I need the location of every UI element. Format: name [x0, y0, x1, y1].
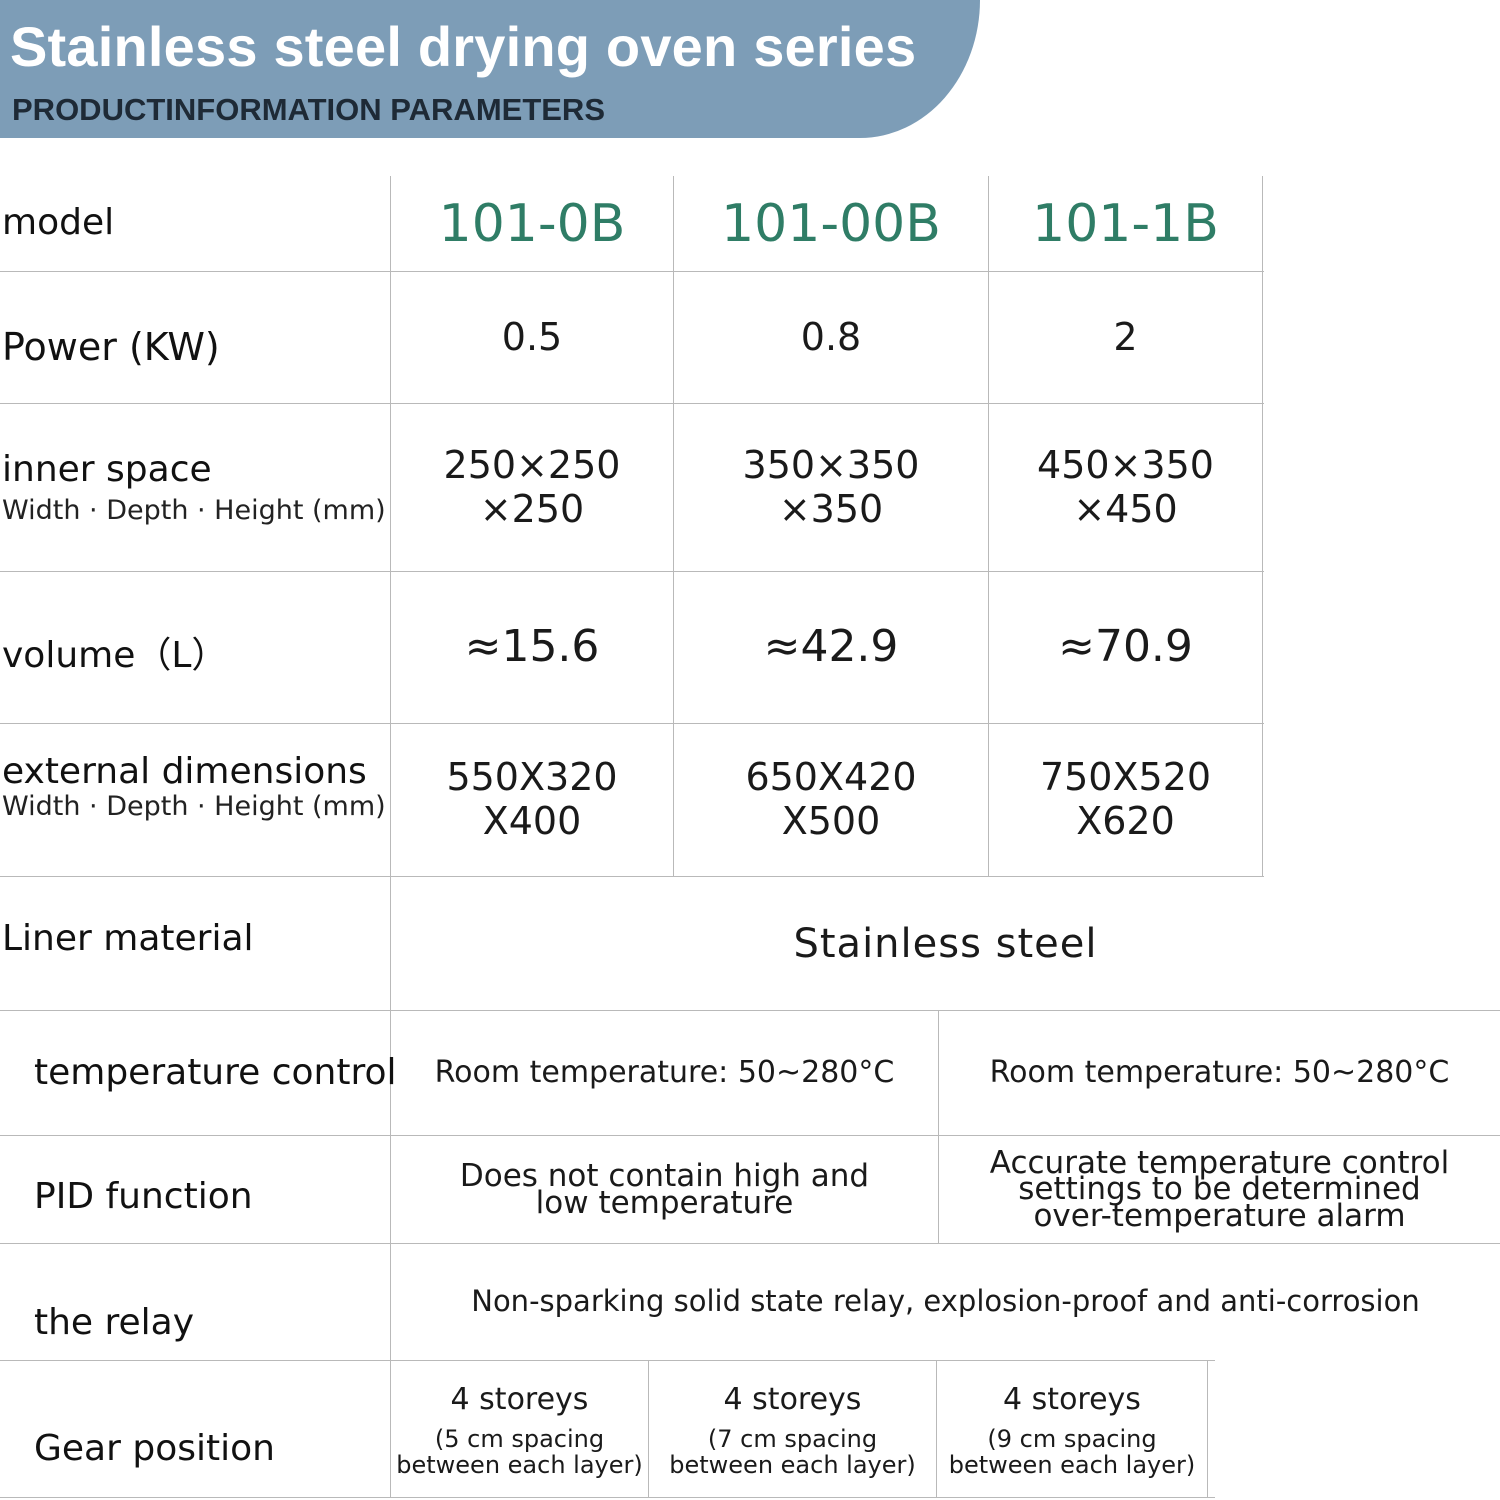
model-value: 101-1B [1032, 193, 1219, 254]
external-dimensions-cell: 650X420 X500 [674, 724, 988, 876]
model-value: 101-00B [721, 193, 941, 254]
temperature-control-cell: Room temperature: 50~280°C [939, 1011, 1500, 1135]
inner-space-sublabel: Width · Depth · Height (mm) [2, 494, 386, 526]
row-label-volume: volume（L） [2, 635, 228, 676]
volume-value: ≈70.9 [1058, 621, 1193, 673]
row-label-model: model [2, 202, 115, 243]
temperature-control-value: Room temperature: 50~280°C [434, 1054, 895, 1090]
relay-value: Non-sparking solid state relay, explosio… [471, 1284, 1420, 1319]
grid-line [936, 1360, 937, 1498]
gear-position-cell: 4 storeys (9 cm spacing between each lay… [937, 1361, 1207, 1497]
power-value: 0.5 [501, 314, 563, 359]
row-label-pid-function: PID function [34, 1176, 253, 1217]
external-dimensions-cell: 550X320 X400 [391, 724, 673, 876]
inner-space-line2: ×250 [479, 486, 585, 531]
row-label-gear-position: Gear position [34, 1428, 275, 1469]
grid-line [390, 176, 391, 1498]
row-label-external-dimensions: external dimensions Width · Depth · Heig… [2, 752, 386, 821]
inner-space-line1: 450×350 [1037, 442, 1214, 487]
grid-line [0, 876, 1264, 877]
external-dimensions-line1: 550X320 [446, 755, 618, 800]
grid-line [0, 723, 1264, 724]
page-title: Stainless steel drying oven series [10, 15, 917, 78]
row-label-inner-space: inner space Width · Depth · Height (mm) [2, 450, 386, 525]
power-cell: 0.8 [674, 272, 988, 403]
page-subtitle: PRODUCTINFORMATION PARAMETERS [12, 92, 605, 127]
external-dimensions-line1: 650X420 [745, 755, 917, 800]
volume-value: ≈42.9 [763, 621, 899, 673]
pid-left-line2: low temperature [535, 1184, 794, 1221]
grid-line [0, 1497, 1215, 1498]
grid-line [0, 1360, 1215, 1361]
grid-line [938, 1010, 939, 1244]
volume-cell: ≈70.9 [989, 572, 1262, 723]
inner-space-line1: 350×350 [742, 442, 920, 487]
gear-sub1: (5 cm spacing [434, 1425, 605, 1454]
model-value: 101-0B [438, 193, 626, 254]
model-cell: 101-1B [989, 176, 1262, 271]
pid-right-line3: over-temperature alarm [1033, 1197, 1406, 1234]
grid-line [0, 571, 1264, 572]
gear-sub1: (9 cm spacing [987, 1425, 1157, 1454]
external-dimensions-cell: 750X520 X620 [989, 724, 1262, 876]
grid-line [673, 176, 674, 876]
grid-line [1207, 1360, 1208, 1498]
gear-sub2: between each layer) [396, 1450, 643, 1479]
pid-function-cell: Does not contain high and low temperatur… [391, 1136, 938, 1243]
external-dimensions-line2: X620 [1076, 799, 1175, 843]
gear-main: 4 storeys [723, 1382, 862, 1418]
liner-material-value: Stainless steel [793, 920, 1098, 967]
grid-line [1262, 176, 1263, 876]
inner-space-cell: 250×250 ×250 [391, 404, 673, 571]
pid-right-line2: settings to be determined [1018, 1171, 1421, 1208]
grid-line [988, 176, 989, 876]
volume-cell: ≈15.6 [391, 572, 673, 723]
grid-line [0, 271, 1264, 272]
row-label-power: Power (KW) [2, 325, 220, 369]
inner-space-line2: ×450 [1073, 486, 1178, 531]
row-label-relay: the relay [34, 1302, 195, 1343]
gear-main: 4 storeys [1003, 1382, 1141, 1418]
volume-cell: ≈42.9 [674, 572, 988, 723]
row-label-liner-material: Liner material [2, 918, 254, 959]
inner-space-cell: 350×350 ×350 [674, 404, 988, 571]
gear-position-cell: 4 storeys (7 cm spacing between each lay… [649, 1361, 936, 1497]
gear-sub1: (7 cm spacing [707, 1425, 878, 1454]
pid-function-cell: Accurate temperature control settings to… [939, 1136, 1500, 1243]
power-value: 0.8 [800, 314, 862, 359]
temperature-control-value: Room temperature: 50~280°C [989, 1054, 1450, 1090]
pid-right-line1: Accurate temperature control [989, 1144, 1450, 1181]
pid-left-line1: Does not contain high and [459, 1158, 870, 1195]
power-value: 2 [1113, 314, 1138, 359]
gear-main: 4 storeys [450, 1382, 589, 1418]
external-dimensions-line2: X400 [482, 799, 582, 843]
volume-value: ≈15.6 [464, 621, 600, 673]
inner-space-cell: 450×350 ×450 [989, 404, 1262, 571]
model-cell: 101-00B [674, 176, 988, 271]
inner-space-line2: ×350 [778, 486, 884, 531]
grid-line [648, 1360, 649, 1498]
grid-line [0, 403, 1264, 404]
gear-position-cell: 4 storeys (5 cm spacing between each lay… [391, 1361, 648, 1497]
header-banner: Stainless steel drying oven series PRODU… [0, 0, 980, 138]
gear-sub2: between each layer) [948, 1450, 1196, 1479]
inner-space-line1: 250×250 [443, 442, 621, 487]
grid-line [0, 1010, 1500, 1011]
liner-material-cell: Stainless steel [391, 877, 1500, 1010]
gear-sub2: between each layer) [669, 1450, 916, 1479]
external-dimensions-line1: 750X520 [1039, 755, 1212, 800]
model-cell: 101-0B [391, 176, 673, 271]
external-dimensions-line2: X500 [781, 799, 881, 843]
inner-space-label: inner space [2, 449, 212, 490]
grid-line [0, 1135, 1500, 1136]
power-cell: 0.5 [391, 272, 673, 403]
temperature-control-cell: Room temperature: 50~280°C [391, 1011, 938, 1135]
grid-line [0, 1243, 1500, 1244]
power-cell: 2 [989, 272, 1262, 403]
external-dimensions-label: external dimensions [2, 751, 367, 792]
row-label-temperature-control: temperature control [34, 1052, 397, 1093]
external-dimensions-sublabel: Width · Depth · Height (mm) [2, 790, 386, 822]
relay-cell: Non-sparking solid state relay, explosio… [391, 1244, 1500, 1360]
